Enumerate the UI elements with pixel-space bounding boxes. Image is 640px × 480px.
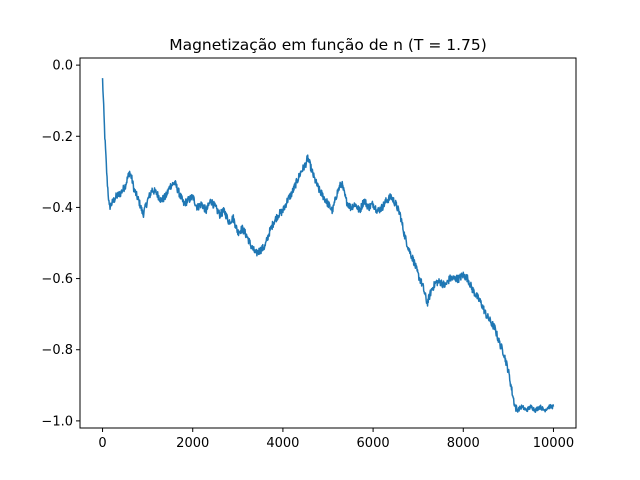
- axis-ticks: 0 2000 4000 6000 8000 10000 0.0 −0.2 −0.4 −0.6 −0.…: [41, 59, 574, 451]
- x-tick-label: 6000: [357, 436, 390, 451]
- x-tick-label: 8000: [447, 436, 480, 451]
- y-tick-label: −0.4: [41, 201, 73, 216]
- x-tick-label: 2000: [176, 436, 209, 451]
- y-tick-label: −0.8: [41, 343, 73, 358]
- y-tick-label: −0.2: [41, 130, 73, 145]
- plot-area: [101, 78, 555, 413]
- y-tick-label: −0.6: [41, 272, 73, 287]
- x-tick-label: 0: [98, 436, 106, 451]
- chart-title: Magnetização em função de n (T = 1.75): [169, 36, 487, 54]
- series-line: [101, 78, 555, 413]
- axes-frame: [79, 57, 577, 429]
- x-tick-label: 10000: [533, 436, 574, 451]
- y-tick-label: 0.0: [52, 59, 73, 74]
- x-tick-label: 4000: [266, 436, 299, 451]
- y-tick-label: −1.0: [41, 414, 73, 429]
